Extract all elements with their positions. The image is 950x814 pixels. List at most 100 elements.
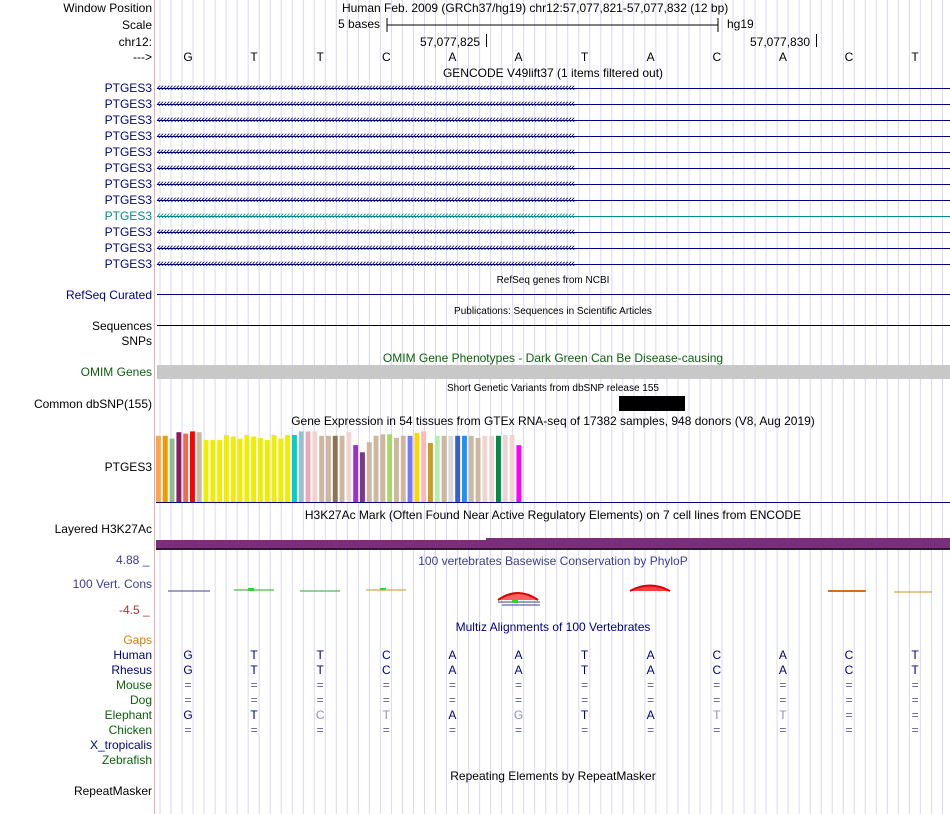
dbsnp-variant[interactable]	[619, 396, 685, 411]
species-label[interactable]: Human	[113, 648, 152, 662]
gencode-gene-label[interactable]: PTGES3	[104, 145, 152, 159]
gtex-tissue-bar[interactable]	[162, 435, 168, 502]
refseq-track-label[interactable]: RefSeq Curated	[65, 288, 152, 302]
gtex-tissue-bar[interactable]	[271, 435, 277, 502]
gtex-tissue-bar[interactable]	[339, 435, 345, 502]
gtex-tissue-bar[interactable]	[176, 432, 182, 502]
gtex-tissue-bar[interactable]	[278, 438, 284, 502]
gtex-tissue-bar[interactable]	[264, 440, 270, 502]
conservation-track-label[interactable]: 100 Vert. Cons	[72, 577, 152, 591]
gtex-track-title[interactable]: Gene Expression in 54 tissues from GTEx …	[291, 414, 815, 428]
gtex-tissue-bar[interactable]	[156, 435, 161, 502]
dbsnp-track-title[interactable]: Short Genetic Variants from dbSNP releas…	[447, 383, 659, 394]
repeatmasker-track-label[interactable]: RepeatMasker	[73, 784, 152, 798]
gencode-transcript-line[interactable]	[157, 232, 950, 233]
gtex-tissue-bar[interactable]	[319, 435, 325, 502]
gencode-gene-label[interactable]: PTGES3	[104, 177, 152, 191]
gtex-tissue-bar[interactable]	[346, 432, 352, 502]
gtex-tissue-bar[interactable]	[332, 435, 338, 502]
gtex-tissue-bar[interactable]	[394, 437, 399, 502]
gencode-gene-label[interactable]: PTGES3	[104, 129, 152, 143]
gencode-transcript-line[interactable]	[157, 168, 950, 169]
gtex-tissue-bar[interactable]	[251, 436, 257, 503]
gtex-tissue-bar[interactable]	[258, 437, 263, 502]
gencode-transcript-line[interactable]	[157, 120, 950, 121]
gtex-tissue-bar[interactable]	[496, 435, 501, 502]
gtex-tissue-bar[interactable]	[468, 435, 474, 502]
gtex-tissue-bar[interactable]	[210, 440, 216, 502]
gtex-tissue-bar[interactable]	[353, 445, 359, 502]
gtex-tissue-bar[interactable]	[482, 435, 488, 502]
gencode-transcript-line[interactable]	[157, 184, 950, 185]
gtex-tissue-bar[interactable]	[360, 452, 365, 502]
gtex-tissue-bar[interactable]	[190, 431, 195, 502]
gencode-transcript-line[interactable]	[157, 104, 950, 105]
gtex-tissue-bar[interactable]	[373, 435, 379, 502]
gencode-gene-label[interactable]: PTGES3	[104, 241, 152, 255]
gencode-gene-label[interactable]: PTGES3	[104, 225, 152, 239]
window-position-value[interactable]: Human Feb. 2009 (GRCh37/hg19) chr12:57,0…	[342, 1, 729, 15]
gencode-track-title[interactable]: GENCODE V49lift37 (1 items filtered out)	[442, 66, 664, 80]
gtex-tissue-bar[interactable]	[196, 432, 202, 502]
gencode-gene-label[interactable]: PTGES3	[104, 81, 152, 95]
gencode-transcript-line[interactable]	[157, 248, 950, 249]
omim-track-title[interactable]: OMIM Gene Phenotypes - Dark Green Can Be…	[382, 351, 724, 365]
gtex-tissue-bar[interactable]	[448, 435, 454, 502]
publications-track-title[interactable]: Publications: Sequences in Scientific Ar…	[454, 306, 652, 317]
multiz-gaps-label[interactable]: Gaps	[123, 633, 152, 647]
gtex-tissue-bar[interactable]	[489, 435, 495, 502]
repeatmasker-track-title[interactable]: Repeating Elements by RepeatMasker	[450, 769, 656, 783]
gtex-tissue-bar[interactable]	[421, 431, 427, 502]
gtex-tissue-bar[interactable]	[407, 435, 413, 502]
omim-track-label[interactable]: OMIM Genes	[80, 365, 152, 379]
gtex-tissue-bar[interactable]	[455, 435, 461, 502]
gtex-tissue-bar[interactable]	[502, 435, 508, 502]
refseq-track-title[interactable]: RefSeq genes from NCBI	[496, 275, 610, 286]
gencode-transcript-line[interactable]	[157, 152, 950, 153]
snps-track-label[interactable]: SNPs	[121, 334, 152, 348]
gtex-tissue-bar[interactable]	[475, 437, 481, 502]
gencode-gene-label[interactable]: PTGES3	[104, 113, 152, 127]
gencode-transcript-line[interactable]	[157, 136, 950, 137]
gtex-track-label[interactable]: PTGES3	[104, 460, 152, 474]
species-label[interactable]: Mouse	[115, 678, 152, 692]
gtex-tissue-bar[interactable]	[462, 435, 467, 502]
gtex-tissue-bar[interactable]	[237, 438, 243, 502]
gtex-tissue-bar[interactable]	[305, 431, 311, 502]
gtex-tissue-bar[interactable]	[312, 431, 318, 502]
h3k27ac-track-label[interactable]: Layered H3K27Ac	[54, 522, 152, 536]
gencode-transcript-line[interactable]	[157, 216, 950, 217]
gtex-tissue-bar[interactable]	[380, 434, 386, 502]
multiz-track-title[interactable]: Multiz Alignments of 100 Vertebrates	[455, 620, 651, 634]
gtex-tissue-bar[interactable]	[183, 433, 189, 502]
species-label[interactable]: Dog	[129, 693, 152, 707]
publications-track-label[interactable]: Sequences	[91, 319, 152, 333]
gtex-tissue-bar[interactable]	[509, 435, 515, 502]
species-label[interactable]: Chicken	[108, 723, 152, 737]
gencode-transcript-line[interactable]	[157, 264, 950, 265]
gencode-gene-label[interactable]: PTGES3	[104, 97, 152, 111]
gencode-gene-label[interactable]: PTGES3	[104, 161, 152, 175]
gtex-tissue-bar[interactable]	[230, 436, 236, 503]
gtex-tissue-bar[interactable]	[428, 443, 433, 502]
dbsnp-track-label[interactable]: Common dbSNP(155)	[33, 397, 152, 411]
gtex-tissue-bar[interactable]	[414, 432, 420, 502]
gencode-gene-label[interactable]: PTGES3	[104, 257, 152, 271]
gtex-tissue-bar[interactable]	[326, 435, 331, 502]
gtex-tissue-bar[interactable]	[434, 435, 440, 502]
gtex-tissue-bar[interactable]	[400, 435, 406, 502]
gtex-tissue-bar[interactable]	[285, 435, 291, 502]
gtex-tissue-bar[interactable]	[366, 442, 372, 502]
gtex-tissue-bar[interactable]	[244, 435, 250, 502]
gtex-tissue-bar[interactable]	[441, 435, 447, 502]
gencode-transcript-line[interactable]	[157, 200, 950, 201]
gtex-tissue-bar[interactable]	[203, 440, 209, 502]
gencode-gene-label[interactable]: PTGES3	[104, 193, 152, 207]
gtex-tissue-bar[interactable]	[169, 438, 175, 502]
species-label[interactable]: Zebrafish	[101, 753, 152, 767]
gtex-tissue-bar[interactable]	[387, 434, 393, 502]
gtex-tissue-bar[interactable]	[298, 431, 304, 502]
gtex-tissue-bar[interactable]	[516, 445, 522, 502]
h3k27ac-track-title[interactable]: H3K27Ac Mark (Often Found Near Active Re…	[304, 508, 802, 522]
omim-feature-bar[interactable]	[157, 365, 950, 379]
